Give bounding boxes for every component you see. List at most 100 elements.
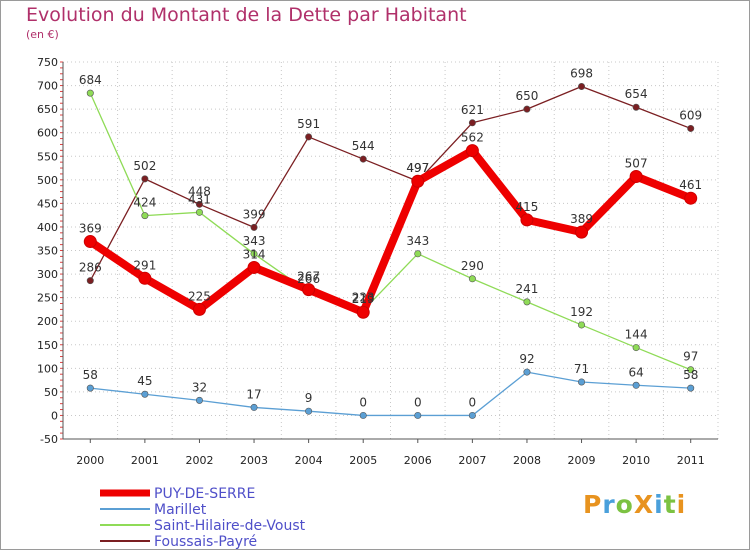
- data-label: 58: [683, 368, 698, 382]
- series-line-2: [89, 92, 691, 371]
- data-label: 314: [243, 247, 266, 261]
- series-line-3: [89, 85, 691, 281]
- data-label: 0: [414, 395, 422, 409]
- data-point: [141, 212, 149, 220]
- data-point: [468, 119, 476, 127]
- data-point: [250, 223, 258, 231]
- data-point: [302, 283, 316, 297]
- data-label: 650: [516, 89, 539, 103]
- data-point: [414, 250, 422, 258]
- data-point: [523, 368, 531, 376]
- data-point: [687, 124, 695, 132]
- y-tick-label: 150: [37, 339, 58, 352]
- data-label: 389: [570, 212, 593, 226]
- data-label: 92: [519, 352, 534, 366]
- data-label: 415: [516, 200, 539, 214]
- y-tick-label: 450: [37, 197, 58, 210]
- data-label: 97: [683, 350, 698, 364]
- data-point: [578, 378, 586, 386]
- data-point: [414, 411, 422, 419]
- data-point: [359, 155, 367, 163]
- y-tick-label: -50: [40, 433, 58, 446]
- data-label: 291: [133, 258, 156, 272]
- data-point: [687, 384, 695, 392]
- data-label: 609: [679, 108, 702, 122]
- x-tick-label: 2004: [295, 454, 323, 467]
- data-point: [195, 396, 203, 404]
- series-line-1: [90, 371, 691, 417]
- data-label: 369: [79, 222, 102, 236]
- data-point: [575, 225, 589, 239]
- data-label: 192: [570, 305, 593, 319]
- data-label: 225: [188, 289, 211, 303]
- legend-entry: PUY-DE-SERRE: [154, 486, 255, 502]
- x-tick-label: 2008: [513, 454, 541, 467]
- x-tick-label: 2011: [677, 454, 705, 467]
- x-tick-label: 2005: [349, 454, 377, 467]
- data-point: [359, 411, 367, 419]
- data-label: 502: [133, 159, 156, 173]
- x-tick-label: 2010: [622, 454, 650, 467]
- data-label: 286: [79, 261, 102, 275]
- data-point: [684, 191, 698, 205]
- data-label: 684: [79, 73, 102, 87]
- y-tick-label: 600: [37, 127, 58, 140]
- x-tick-label: 2002: [185, 454, 213, 467]
- data-label: 698: [570, 67, 593, 81]
- data-point: [250, 250, 258, 258]
- data-point: [411, 174, 425, 188]
- data-point: [141, 390, 149, 398]
- data-label: 0: [359, 395, 367, 409]
- data-label: 431: [188, 192, 211, 206]
- data-label: 71: [574, 362, 589, 376]
- data-point: [138, 271, 152, 285]
- data-label: 267: [297, 270, 320, 284]
- data-label: 424: [133, 196, 156, 210]
- data-point: [578, 83, 586, 91]
- data-label: 497: [406, 161, 429, 175]
- x-tick-label: 2006: [404, 454, 432, 467]
- data-label: 241: [516, 282, 539, 296]
- data-point: [250, 403, 258, 411]
- y-tick-label: 750: [37, 56, 58, 69]
- data-point: [356, 305, 370, 319]
- data-label: 461: [679, 178, 702, 192]
- data-point: [83, 235, 97, 249]
- data-label: 17: [246, 387, 261, 401]
- data-point: [632, 344, 640, 352]
- data-point: [632, 381, 640, 389]
- data-point: [629, 170, 643, 184]
- data-label: 562: [461, 131, 484, 145]
- data-point: [305, 407, 313, 415]
- data-point: [578, 321, 586, 329]
- data-label: 290: [461, 259, 484, 273]
- data-label: 32: [192, 380, 207, 394]
- data-label: 45: [137, 374, 152, 388]
- x-tick-label: 2000: [76, 454, 104, 467]
- y-tick-label: 550: [37, 150, 58, 163]
- x-tick-label: 2003: [240, 454, 268, 467]
- data-label: 591: [297, 117, 320, 131]
- y-tick-label: 300: [37, 268, 58, 281]
- data-label: 399: [243, 207, 266, 221]
- data-point: [523, 105, 531, 113]
- y-tick-label: 400: [37, 221, 58, 234]
- data-label: 497: [406, 161, 429, 175]
- y-tick-label: 200: [37, 315, 58, 328]
- y-tick-label: 100: [37, 362, 58, 375]
- data-point: [195, 208, 203, 216]
- data-label: 544: [352, 139, 375, 153]
- y-tick-label: 350: [37, 245, 58, 258]
- legend-entry: Marillet: [154, 502, 207, 518]
- data-label: 144: [625, 328, 648, 342]
- y-tick-label: 700: [37, 80, 58, 93]
- data-point: [305, 133, 313, 141]
- data-point: [86, 89, 94, 97]
- data-label: 343: [406, 234, 429, 248]
- series-line-0: [88, 146, 693, 317]
- data-point: [86, 384, 94, 392]
- data-point: [468, 275, 476, 283]
- data-point: [465, 144, 479, 158]
- y-tick-label: 650: [37, 103, 58, 116]
